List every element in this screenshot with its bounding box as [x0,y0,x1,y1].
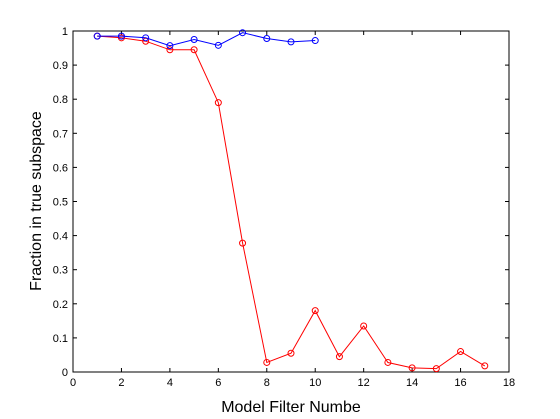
series-2-point [117,32,125,40]
axis-ticks: 0 2 4 6 8 10 12 14 16 18 0 0.1 0.2 0.3 0.4 0.5 0.6 0.7 0.8… [53,26,515,389]
plot-area [72,30,510,373]
x-tick-label: 8 [264,377,270,389]
series-2-point [166,42,174,50]
series-1-point [432,365,440,373]
y-tick-label: 0.4 [53,231,68,243]
y-tick-label: 0.6 [53,162,68,174]
x-tick-label: 4 [167,377,173,389]
series-1-point [190,46,198,54]
y-axis-title: Fraction in true subspace [28,111,45,291]
series-1-point [239,239,247,247]
y-tick-label: 0.7 [53,128,68,140]
y-tick-label: 0.8 [53,94,68,106]
series-1-line [97,35,486,370]
series-2-point [190,36,198,44]
y-tick-label: 0.1 [53,333,68,345]
x-tick-label: 12 [358,377,370,389]
x-tick-label: 6 [215,377,221,389]
x-tick-label: 2 [118,377,124,389]
y-tick-label: 0.3 [53,265,68,277]
series-1-point [214,99,222,107]
series-1-point [287,349,295,357]
series-1-point [457,348,465,356]
series-2-point [214,41,222,49]
x-tick-label: 0 [70,377,76,389]
series-1-point [408,364,416,372]
series-1-point [335,353,343,361]
series-2-point [287,38,295,46]
series-2-point [239,29,247,37]
series-2-point [311,37,319,45]
x-tick-label: 14 [406,377,418,389]
series-layer [93,29,489,373]
series-2-point [263,35,271,43]
series-1-point [263,358,271,366]
y-tick-label: 0.9 [53,60,68,72]
x-tick-label: 16 [454,377,466,389]
y-tick-label: 0 [62,367,68,379]
series-1-point [166,46,174,54]
series-2-point [142,34,150,42]
series-2-line [97,32,316,47]
series-1-point [311,307,319,315]
x-tick-label: 18 [503,377,515,389]
series-2-point [93,32,101,40]
series-1-point [360,322,368,330]
y-tick-label: 1 [62,26,68,38]
y-tick-label: 0.2 [53,299,68,311]
y-tick-label: 0.5 [53,197,68,209]
series-1-point [481,362,489,370]
series-1-point [384,358,392,366]
x-tick-label: 10 [309,377,321,389]
x-axis-title: Model Filter Numbe [221,399,361,416]
